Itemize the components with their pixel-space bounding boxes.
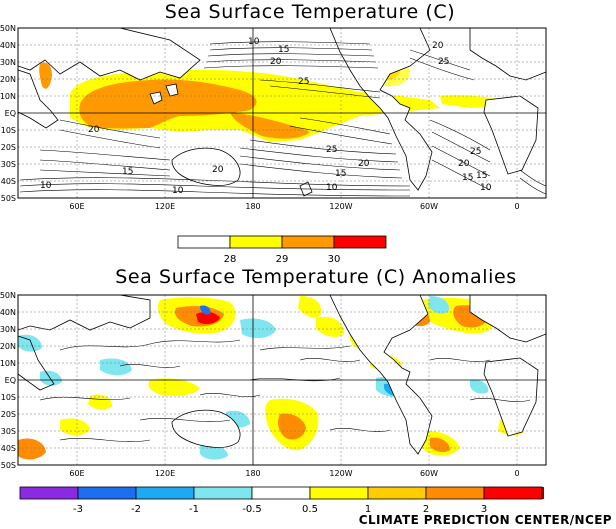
top-colorbar-swatch [229,235,283,249]
bottom-colorbar-tick: 2 [423,504,429,515]
lon-label: 180 [245,202,260,211]
bottom-colorbar-tick: 0.5 [302,504,318,515]
lat-label: 40S [1,177,16,186]
contour-label: 25 [326,145,337,155]
bottom-colorbar-tick: -2 [131,504,141,515]
lat-label: 50N [0,24,16,33]
bottom-colorbar-swatch [251,486,311,500]
lat-label: 50S [1,461,16,470]
lat-label: 10N [0,92,16,101]
top-map-isotherms [19,41,547,197]
bottom-colorbar: -3 -2 -1 -0.5 0.5 1 2 3 [19,486,544,515]
contour-label: 15 [122,167,133,177]
contour-label: 10 [248,37,260,47]
lat-label: 40N [0,41,16,50]
bottom-colorbar-tick: -1 [189,504,199,515]
contour-label: 10 [326,183,338,193]
lon-label: 0 [514,469,519,478]
lon-label: 60E [69,202,84,211]
lat-label: 30N [0,325,16,334]
lat-label: 40N [0,308,16,317]
credit-label: CLIMATE PREDICTION CENTER/NCEP [359,513,612,527]
lat-label: 20S [1,410,16,419]
lat-label: 10S [1,393,16,402]
bottom-map-title: Sea Surface Temperature (C) Anomalies [115,266,517,288]
bottom-colorbar-tick: 3 [481,504,487,515]
bottom-colorbar-swatch [135,486,195,500]
contour-label: 10 [40,181,52,191]
lat-label: 10S [1,126,16,135]
lat-label: EQ [5,376,16,385]
contour-label: 20 [212,165,224,175]
bottom-colorbar-swatch [542,487,544,499]
lat-label: 10N [0,359,16,368]
contour-label: 20 [88,125,100,135]
bottom-colorbar-swatch [309,486,369,500]
contour-label: 25 [470,147,481,157]
bottom-colorbar-swatch [193,486,253,500]
bottom-map-lon-axis: 60E 120E 180 120W 60W 0 [69,469,519,478]
lon-label: 120E [155,202,175,211]
contour-label: 15 [278,45,289,55]
lat-label: 50N [0,291,16,300]
top-map: 10 15 20 25 20 15 10 10 15 20 25 20 15 1… [0,24,547,211]
bottom-colorbar-swatch [77,486,137,500]
contour-label: 15 [335,169,346,179]
lon-label: 60E [69,469,84,478]
bottom-map: 50N 40N 30N 20N 10N EQ 10S 20S 30S 40S 5… [0,291,547,478]
top-colorbar: 28 29 30 [177,235,387,265]
top-map-title: Sea Surface Temperature (C) [165,1,456,23]
lat-label: 20N [0,342,16,351]
contour-label: 10 [480,183,492,193]
lon-label: 120W [329,202,352,211]
top-colorbar-tick: 29 [276,254,289,265]
lat-label: 20N [0,75,16,84]
lon-label: 120W [329,469,352,478]
top-colorbar-swatch [281,235,335,249]
top-colorbar-tick: 28 [224,254,237,265]
contour-label: 25 [298,77,309,87]
bottom-colorbar-swatch [19,486,79,500]
lon-label: 180 [245,469,260,478]
lon-label: 0 [514,202,519,211]
lon-label: 120E [155,469,175,478]
contour-label: 15 [476,171,487,181]
top-colorbar-tick: 30 [328,254,341,265]
top-map-lon-axis: 60E 120E 180 120W 60W 0 [69,202,519,211]
lon-label: 60W [420,202,438,211]
contour-label: 20 [432,41,444,51]
lat-label: 30S [1,427,16,436]
lat-label: 50S [1,194,16,203]
top-map-frame [17,27,547,199]
lat-label: EQ [5,109,16,118]
lat-label: 20S [1,143,16,152]
top-map-continents [17,27,547,197]
bottom-colorbar-tick: -0.5 [242,504,262,515]
top-colorbar-swatch [177,235,231,249]
bottom-colorbar-swatch [367,486,427,500]
lat-label: 30N [0,58,16,67]
lon-label: 60W [420,469,438,478]
lat-label: 30S [1,160,16,169]
top-colorbar-swatch [333,235,387,249]
bottom-colorbar-swatch [483,486,543,500]
contour-label: 15 [462,173,473,183]
top-map-lat-axis: 50N 40N 30N 20N 10N EQ 10S 20S 30S 40S 5… [0,24,16,203]
bottom-colorbar-tick: -3 [73,504,83,515]
bottom-colorbar-tick: 1 [365,504,371,515]
contour-label: 10 [172,186,184,196]
bottom-map-frame [17,294,547,466]
bottom-colorbar-swatch [425,486,485,500]
bottom-map-lat-axis: 50N 40N 30N 20N 10N EQ 10S 20S 30S 40S 5… [0,291,16,470]
lat-label: 40S [1,444,16,453]
